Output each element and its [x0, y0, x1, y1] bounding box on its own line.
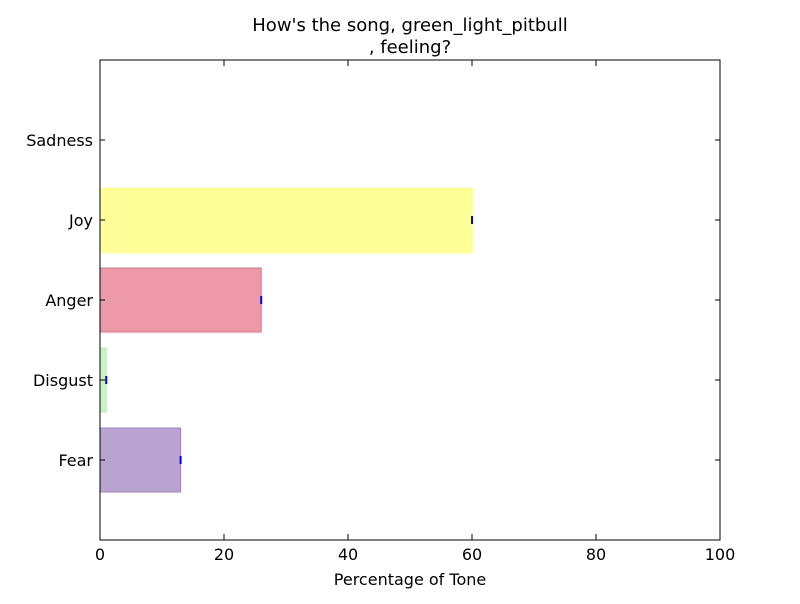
bar-joy	[99, 187, 473, 253]
x-tick-label-40: 40	[338, 545, 358, 564]
x-tick-label-0: 0	[95, 545, 105, 564]
bars-layer	[99, 187, 473, 493]
bar-anger	[99, 267, 262, 333]
y-tick-label-disgust: Disgust	[33, 371, 93, 390]
bar-fear	[99, 427, 182, 493]
y-tick-label-fear: Fear	[58, 451, 93, 470]
x-axis-label: Percentage of Tone	[334, 570, 486, 589]
x-tick-label-80: 80	[586, 545, 606, 564]
y-tick-label-joy: Joy	[68, 211, 93, 230]
chart-title-line-2: , feeling?	[369, 37, 451, 58]
x-tick-label-100: 100	[705, 545, 736, 564]
y-tick-label-anger: Anger	[45, 291, 93, 310]
x-tick-label-60: 60	[462, 545, 482, 564]
y-tick-label-sadness: Sadness	[26, 131, 93, 150]
chart-title: How's the song, green_light_pitbull , fe…	[252, 15, 567, 58]
x-axis-ticks: 0 20 40 60 80 100	[95, 60, 735, 564]
chart-title-line-1: How's the song, green_light_pitbull	[252, 15, 567, 36]
y-axis-ticks: Sadness Joy Anger Disgust Fear	[26, 131, 720, 470]
x-tick-label-20: 20	[214, 545, 234, 564]
